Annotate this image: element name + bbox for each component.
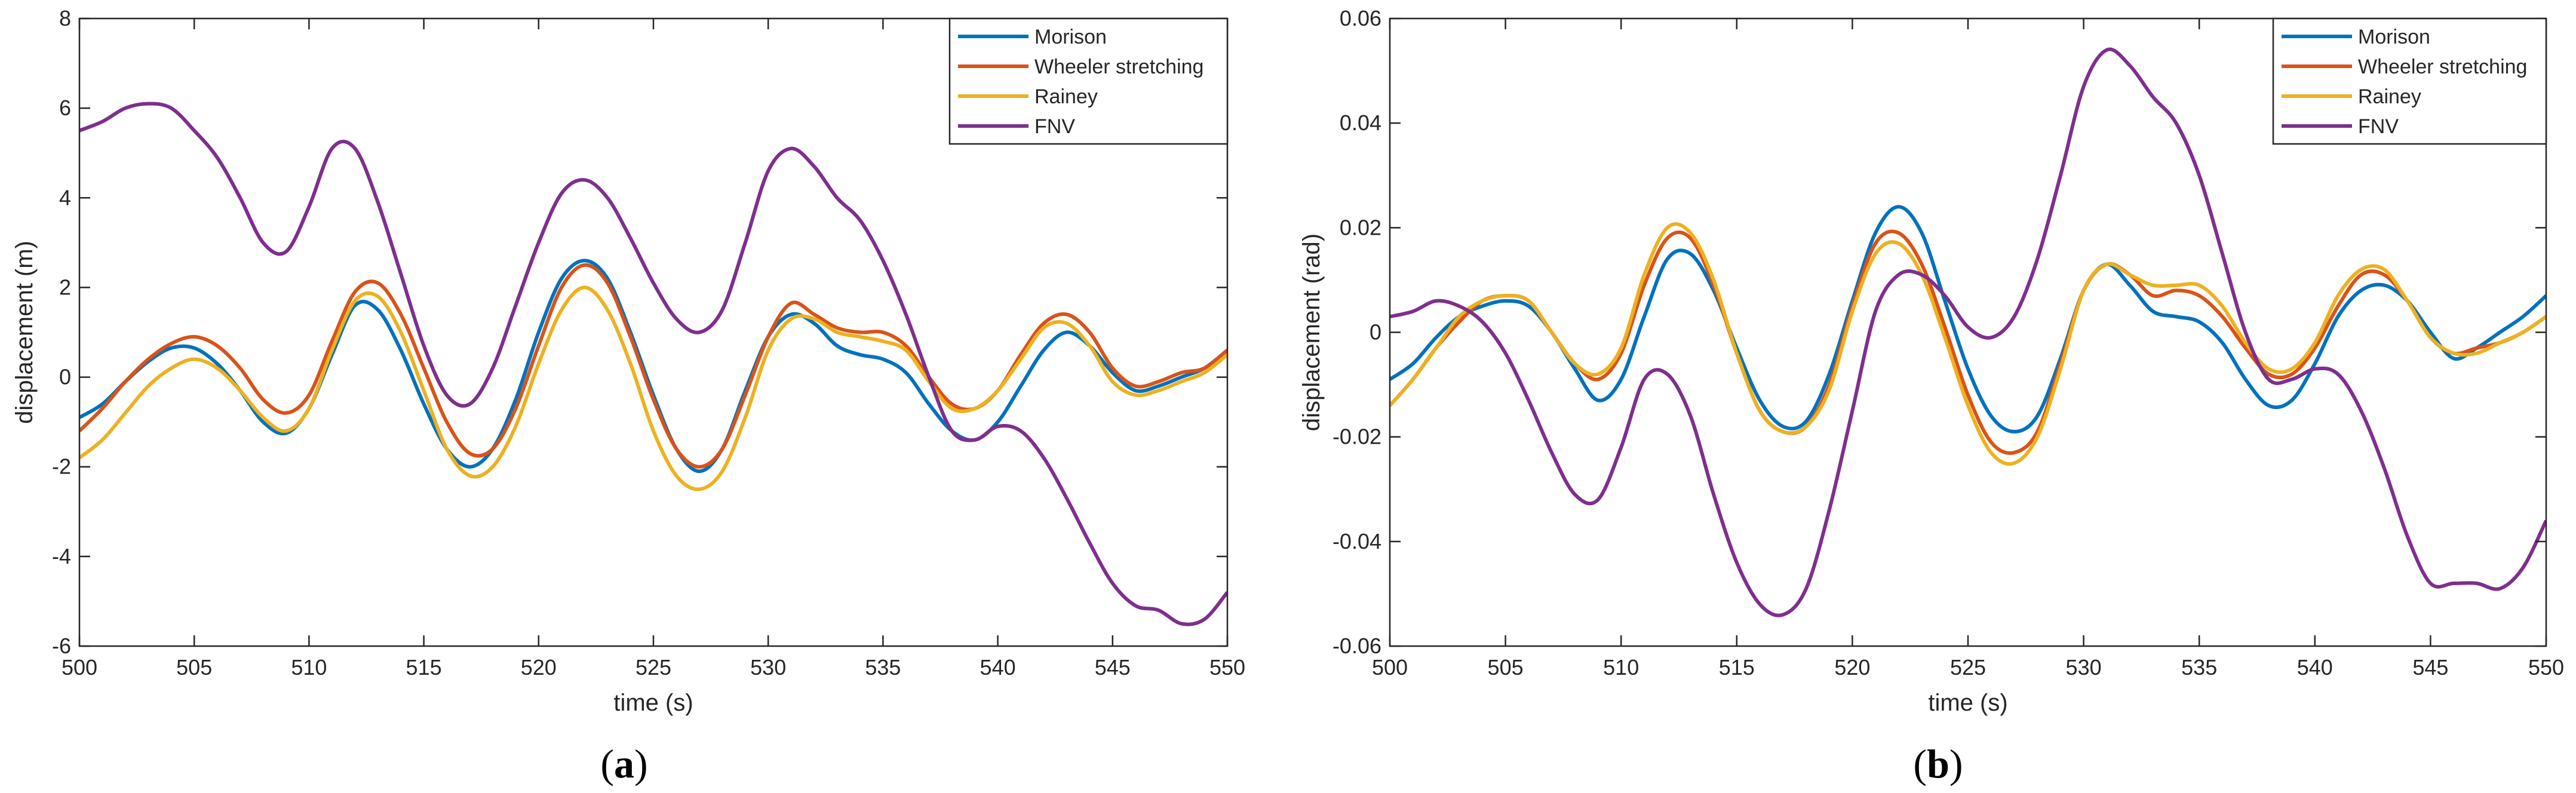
y-tick-label: 0.02 (1340, 215, 1381, 239)
x-tick-label: 525 (635, 655, 671, 680)
x-tick-label: 545 (1095, 655, 1131, 680)
x-tick-label: 515 (406, 655, 442, 680)
series-group (1390, 47, 2546, 617)
legend-label-morison: Morison (2358, 26, 2430, 48)
x-tick-label: 500 (62, 655, 97, 680)
y-tick-label: 0.06 (1340, 6, 1381, 30)
x-tick-label: 510 (291, 655, 327, 680)
y-tick-label: 0 (59, 365, 71, 389)
series-line-rainey (79, 285, 1227, 491)
x-axis-label: time (s) (613, 690, 693, 716)
legend: Morison Wheeler stretching Rainey FNV (2272, 17, 2547, 145)
caption-paren-open: ( (600, 741, 614, 786)
y-tick-label: -4 (52, 544, 71, 568)
legend-label-rainey: Rainey (1034, 85, 1098, 108)
x-tick-label: 545 (2412, 655, 2448, 680)
y-tick-label: 8 (59, 6, 71, 30)
y-tick-label: -6 (52, 634, 71, 658)
y-tick-label: 2 (59, 275, 71, 299)
y-tick-label: 4 (59, 185, 71, 210)
caption-paren-close: ) (1949, 741, 1963, 786)
series-line-wheeler-stretching (79, 263, 1227, 469)
y-tick-label: -0.04 (1332, 529, 1381, 554)
legend-label-fnv: FNV (2358, 115, 2399, 138)
x-tick-label: 520 (521, 655, 557, 680)
series-line-rainey (1390, 222, 2546, 466)
caption-letter: b (1927, 741, 1949, 786)
x-tick-label: 535 (865, 655, 901, 680)
y-tick-label: -0.02 (1332, 425, 1381, 449)
y-tick-label: 0.04 (1340, 110, 1381, 135)
series-line-fnv (79, 102, 1227, 626)
x-tick-label: 510 (1603, 655, 1639, 680)
x-tick-label: 535 (2181, 655, 2217, 680)
x-tick-label: 500 (1372, 655, 1408, 680)
chart-panel-a: 500 505 510 515 520 525 530 535 540 545 550 -6 -4 -2 0… (11, 6, 1245, 786)
y-tick-label: -0.06 (1332, 634, 1381, 658)
caption-paren-close: ) (634, 741, 648, 786)
x-tick-label: 525 (1950, 655, 1986, 680)
y-tick-label: -2 (52, 454, 71, 479)
chart-panel-b: 500 505 510 515 520 525 530 535 540 545 550 -0.06 -0… (1298, 6, 2564, 786)
legend-label-fnv: FNV (1034, 115, 1075, 138)
panel-caption: (a) (600, 741, 647, 786)
x-tick-label: 505 (1488, 655, 1524, 680)
y-axis-label: displacement (m) (11, 241, 38, 424)
x-axis-label: time (s) (1928, 690, 2007, 716)
x-tick-label: 505 (176, 655, 212, 680)
series-line-fnv (1390, 47, 2546, 617)
y-axis-label: displacement (rad) (1298, 233, 1325, 431)
x-tick-label: 540 (980, 655, 1016, 680)
x-tick-label: 520 (1834, 655, 1870, 680)
series-group (79, 102, 1227, 626)
panel-caption: (b) (1913, 741, 1963, 786)
legend-label-wheeler-stretching: Wheeler stretching (2358, 56, 2527, 78)
x-tick-label: 540 (2297, 655, 2333, 680)
y-tick-label: 0 (1370, 320, 1381, 345)
y-tick-label: 6 (59, 96, 71, 120)
legend: Morison Wheeler stretching Rainey FNV (948, 17, 1229, 145)
x-tick-label: 550 (2528, 655, 2564, 680)
legend-label-morison: Morison (1034, 26, 1107, 48)
legend-box (2272, 17, 2547, 145)
caption-paren-open: ( (1913, 741, 1927, 786)
legend-box (948, 17, 1229, 145)
x-tick-label: 530 (750, 655, 786, 680)
x-tick-label: 530 (2066, 655, 2102, 680)
series-line-wheeler-stretching (1390, 229, 2546, 455)
caption-letter: a (614, 741, 634, 786)
legend-label-wheeler-stretching: Wheeler stretching (1034, 56, 1203, 78)
x-tick-label: 515 (1719, 655, 1755, 680)
legend-label-rainey: Rainey (2358, 85, 2421, 108)
series-line-morison (1390, 205, 2546, 434)
x-tick-label: 550 (1209, 655, 1245, 680)
